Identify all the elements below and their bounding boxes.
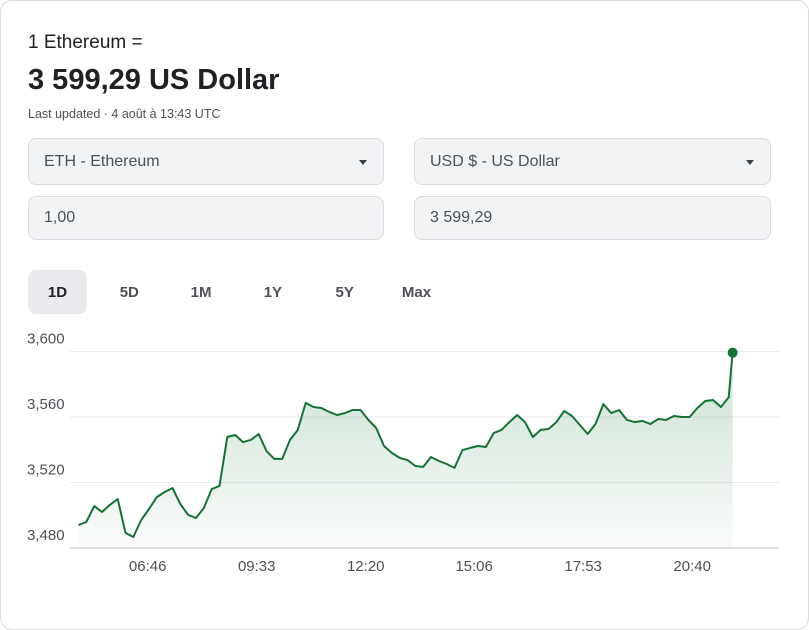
range-tab[interactable]: 1D (28, 270, 87, 314)
range-tab[interactable]: 1Y (263, 283, 283, 301)
caret (746, 159, 754, 165)
from-input[interactable]: 1,00 (28, 196, 384, 240)
from-amount: 1,00 (44, 209, 76, 226)
from-select[interactable]: ETH - Ethereum (28, 138, 384, 185)
range-tab[interactable]: 1M (190, 283, 212, 301)
range-tab[interactable]: Max (401, 283, 432, 301)
to-currency: USD $ - US Dollar (430, 152, 560, 170)
rate-prefix: 1 Ethereum = (28, 32, 143, 53)
caret (359, 159, 367, 165)
to-amount: 3 599,29 (430, 209, 493, 226)
range-tab[interactable]: 5D (119, 283, 139, 301)
to-select[interactable]: USD $ - US Dollar (414, 138, 771, 185)
to-input[interactable]: 3 599,29 (414, 196, 771, 240)
rate-amount: 3 599,29 US Dollar (28, 64, 280, 96)
from-currency: ETH - Ethereum (44, 152, 160, 170)
last-updated: Last updated · 4 août à 13:43 UTC (28, 107, 221, 121)
range-tab[interactable]: 5Y (335, 283, 354, 301)
